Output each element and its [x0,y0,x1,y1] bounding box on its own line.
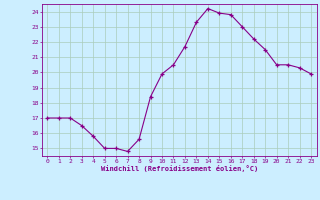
X-axis label: Windchill (Refroidissement éolien,°C): Windchill (Refroidissement éolien,°C) [100,165,258,172]
